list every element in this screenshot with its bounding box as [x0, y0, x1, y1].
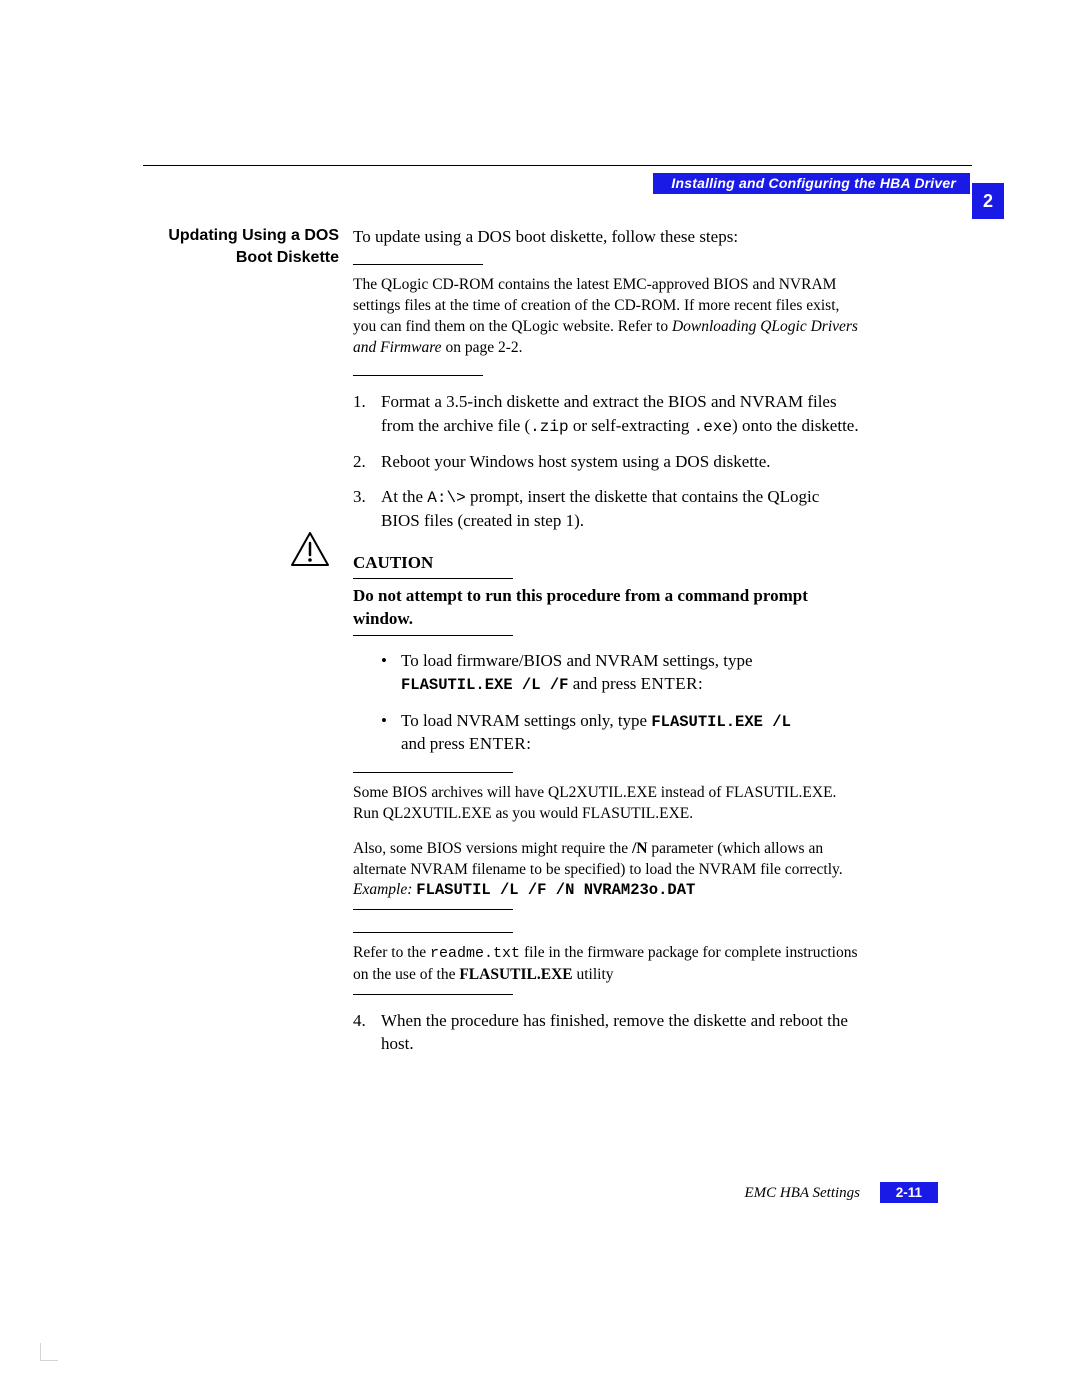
bullet-load-all: To load firmware/BIOS and NVRAM settings… — [381, 650, 860, 696]
crop-mark — [40, 1343, 58, 1361]
top-rule — [143, 165, 972, 166]
step-4: 4. When the procedure has finished, remo… — [353, 1009, 860, 1056]
rule — [353, 578, 513, 579]
rule — [353, 932, 513, 933]
step-3: 3. At the A:\> prompt, insert the disket… — [353, 485, 860, 533]
intro-text: To update using a DOS boot diskette, fol… — [353, 225, 860, 248]
rule — [353, 909, 513, 910]
body-column: To update using a DOS boot diskette, fol… — [353, 225, 860, 1067]
bullet-load-nvram: To load NVRAM settings only, type FLASUT… — [381, 710, 860, 756]
caution-block: CAUTION Do not attempt to run this proce… — [353, 551, 860, 636]
step-1: 1. Format a 3.5-inch diskette and extrac… — [353, 390, 860, 438]
rule — [353, 635, 513, 636]
rule — [353, 264, 483, 265]
section-side-heading: Updating Using a DOS Boot Diskette — [143, 225, 339, 268]
caution-icon — [290, 531, 330, 567]
steps-list: 1. Format a 3.5-inch diskette and extrac… — [353, 390, 860, 533]
note-ql2xutil: Some BIOS archives will have QL2XUTIL.EX… — [353, 783, 860, 902]
document-page: Installing and Configuring the HBA Drive… — [0, 0, 1080, 1397]
note-cdrom: The QLogic CD-ROM contains the latest EM… — [353, 275, 860, 359]
footer-section-name: EMC HBA Settings — [744, 1185, 860, 1202]
chapter-number-tab: 2 — [972, 183, 1004, 219]
rule — [353, 994, 513, 995]
rule — [353, 375, 483, 376]
running-header: Installing and Configuring the HBA Drive… — [653, 173, 970, 194]
step-2: 2. Reboot your Windows host system using… — [353, 450, 860, 473]
rule — [353, 772, 513, 773]
footer-page-number: 2-11 — [880, 1182, 938, 1203]
steps-list-continued: 4. When the procedure has finished, remo… — [353, 1009, 860, 1056]
bullet-list: To load firmware/BIOS and NVRAM settings… — [381, 650, 860, 756]
example-line: Example: FLASUTIL /L /F /N NVRAM23o.DAT — [353, 880, 860, 901]
note-readme: Refer to the readme.txt file in the firm… — [353, 943, 860, 985]
caution-body: Do not attempt to run this procedure fro… — [353, 585, 860, 631]
caution-title: CAUTION — [353, 551, 860, 574]
